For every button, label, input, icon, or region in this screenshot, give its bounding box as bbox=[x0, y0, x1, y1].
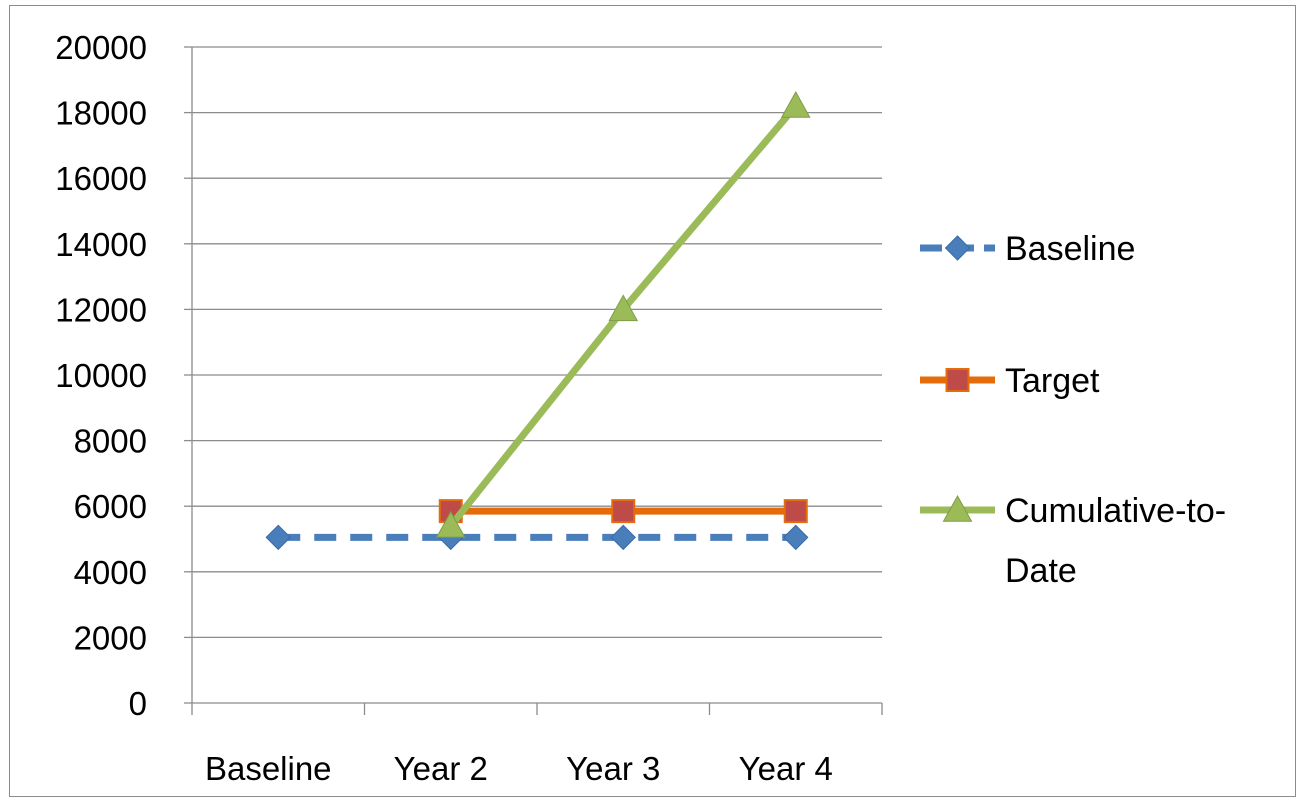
triangle-marker bbox=[608, 294, 639, 322]
legend-label: Baseline bbox=[1005, 230, 1135, 268]
x-tick-label: Year 3 bbox=[566, 750, 660, 787]
legend-item: Target bbox=[920, 362, 1100, 400]
y-tick-label: 18000 bbox=[55, 95, 147, 132]
y-tick-label: 20000 bbox=[55, 29, 147, 66]
chart-frame bbox=[9, 5, 1296, 797]
diamond-marker bbox=[265, 524, 291, 551]
y-tick-label: 6000 bbox=[74, 488, 147, 525]
legend-item: Cumulative-to- Date bbox=[920, 492, 1226, 590]
gridlines bbox=[192, 46, 882, 639]
x-tick-label: Year 4 bbox=[739, 750, 833, 787]
series-cumulative-to-date bbox=[435, 91, 811, 538]
y-tick-label: 4000 bbox=[74, 554, 147, 591]
legend-item: Baseline bbox=[920, 230, 1135, 268]
y-tick-label: 16000 bbox=[55, 160, 147, 197]
y-tick-label: 12000 bbox=[55, 291, 147, 328]
y-tick-label: 8000 bbox=[74, 423, 147, 460]
triangle-marker bbox=[942, 494, 973, 522]
axes bbox=[184, 46, 883, 715]
triangle-marker bbox=[780, 91, 811, 118]
x-tick-label: Baseline bbox=[205, 750, 332, 787]
series-baseline bbox=[265, 524, 809, 551]
y-tick-label: 0 bbox=[129, 685, 147, 722]
y-tick-label: 14000 bbox=[55, 226, 147, 263]
y-tick-label: 2000 bbox=[74, 619, 147, 656]
diamond-marker bbox=[944, 235, 971, 261]
square-marker bbox=[945, 368, 970, 392]
legend-label: Cumulative-to- bbox=[1005, 492, 1226, 530]
y-axis-tick-labels: 0 2000 4000 6000 8000 10000 12000 14000 16000 180… bbox=[55, 29, 147, 722]
legend-label: Target bbox=[1005, 362, 1100, 400]
y-tick-label: 10000 bbox=[55, 357, 147, 394]
diamond-marker bbox=[610, 524, 636, 551]
triangle-marker bbox=[435, 510, 466, 538]
series-lines bbox=[265, 91, 811, 551]
square-marker bbox=[783, 499, 808, 524]
square-marker bbox=[611, 499, 636, 524]
legend: Baseline Target Cumulative-to- Date bbox=[920, 230, 1226, 590]
series-target bbox=[438, 499, 808, 524]
legend-label: Date bbox=[1005, 552, 1077, 590]
x-tick-label: Year 2 bbox=[394, 750, 488, 787]
x-axis-tick-labels: Baseline Year 2 Year 3 Year 4 bbox=[205, 750, 833, 787]
diamond-marker bbox=[783, 524, 809, 551]
